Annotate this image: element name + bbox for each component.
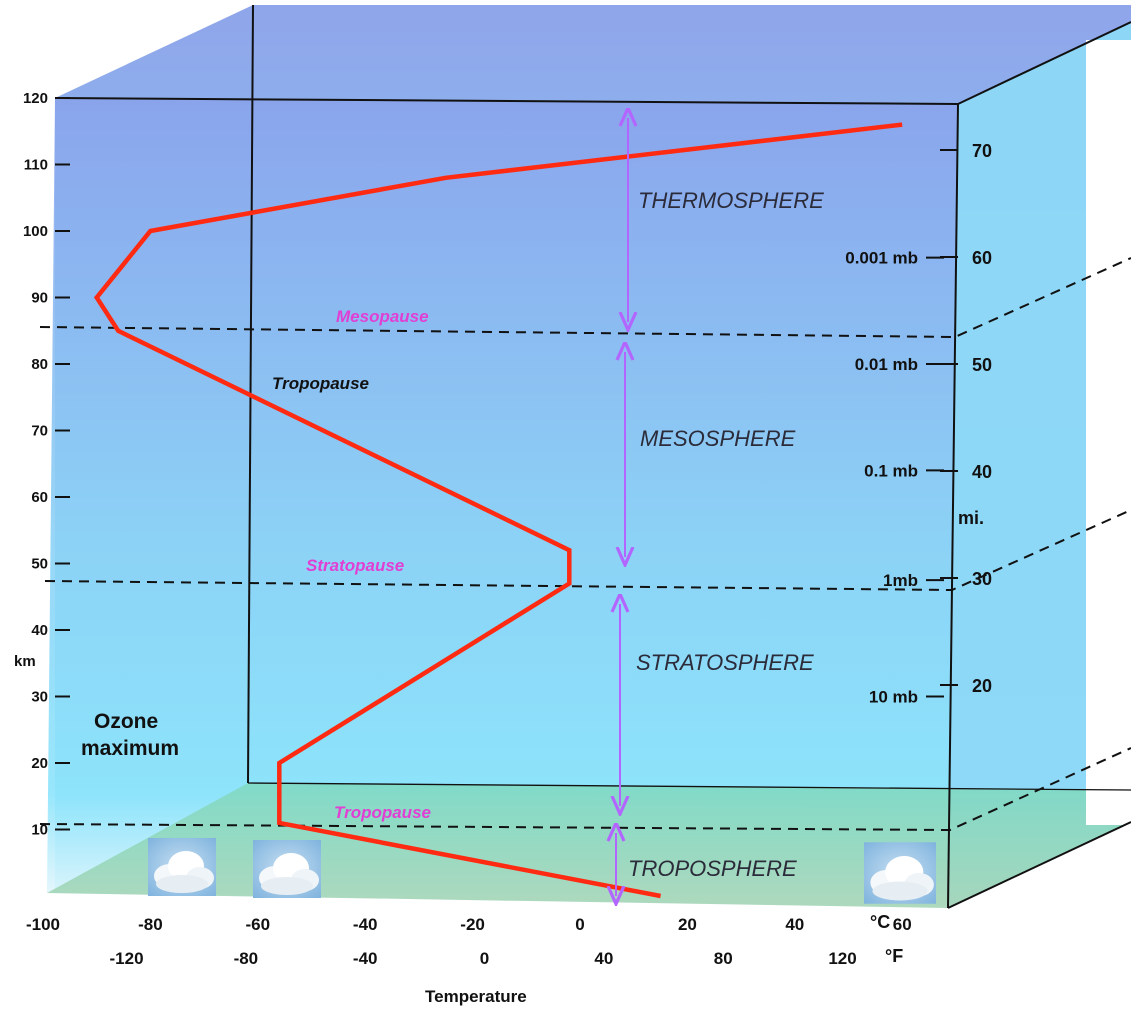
- right-tick-label: 70: [972, 141, 992, 161]
- fahrenheit-tick-label: 40: [594, 949, 613, 968]
- left-tick-label: 60: [31, 489, 48, 506]
- tropopause-black-label: Tropopause: [272, 374, 369, 393]
- right-face: [948, 22, 1131, 908]
- pressure-label: 0.1 mb: [864, 461, 918, 480]
- right-tick-label: 40: [972, 462, 992, 482]
- left-tick-label: 50: [31, 556, 48, 573]
- fahrenheit-tick-label: 0: [480, 949, 489, 968]
- layer-arrows: [616, 118, 628, 896]
- cloud-icon: [148, 838, 216, 896]
- stratopause-line: [44, 509, 1131, 592]
- celsius-tick-label: -20: [460, 915, 485, 934]
- pause-lines: [39, 257, 1131, 832]
- left-tick-label: 80: [31, 356, 48, 373]
- km-unit-label: km: [14, 653, 36, 670]
- layer-stratosphere: STRATOSPHERE: [636, 650, 814, 675]
- left-tick-label: 90: [31, 290, 48, 307]
- tropopause-line: [39, 747, 1131, 832]
- celsius-tick-label: -60: [246, 915, 271, 934]
- right-tick-label: 50: [972, 355, 992, 375]
- mesopause-label: Mesopause: [336, 307, 429, 326]
- left-axis-ticks: 120 110 100 90 80 70 60 50 40 30 20 10: [23, 90, 70, 839]
- fahrenheit-tick-label: -120: [110, 949, 144, 968]
- x-axis-title: Temperature: [425, 987, 527, 1006]
- right-tick-label: 60: [972, 248, 992, 268]
- white-panel: [1086, 40, 1131, 825]
- fahrenheit-unit-label: °F: [885, 946, 903, 966]
- right-tick-label: 20: [972, 676, 992, 696]
- celsius-tick-label: 40: [785, 915, 804, 934]
- cloud-icon: [253, 840, 321, 898]
- celsius-unit-label: °C: [870, 912, 890, 932]
- fahrenheit-tick-label: -40: [353, 949, 378, 968]
- fahrenheit-tick-labels: -120 -80 -40 0 40 80 120: [110, 949, 857, 968]
- mesopause-line: [39, 257, 1131, 339]
- left-tick-label: 100: [23, 223, 48, 240]
- pressure-label: 0.001 mb: [845, 249, 918, 268]
- tropopause-label: Tropopause: [334, 803, 431, 822]
- left-tick-label: 10: [31, 822, 48, 839]
- celsius-tick-labels: -100 -80 -60 -40 -20 0 20 40 60: [26, 915, 912, 934]
- stratopause-label: Stratopause: [306, 556, 404, 575]
- pressure-label: 1mb: [883, 571, 918, 590]
- left-tick-label: 110: [24, 157, 48, 174]
- pressure-label: 0.01 mb: [855, 355, 918, 374]
- celsius-tick-label: 60: [893, 915, 912, 934]
- temperature-profile-line: [93, 122, 903, 899]
- celsius-tick-label: -100: [26, 915, 60, 934]
- left-tick-label: 120: [23, 90, 48, 107]
- front-face: [47, 98, 958, 908]
- pressure-ticks: 0.001 mb 0.01 mb 0.1 mb 1mb 10 mb: [845, 249, 944, 707]
- ozone-label-line2: maximum: [81, 737, 179, 760]
- pressure-label: 10 mb: [869, 688, 918, 707]
- celsius-tick-label: 20: [678, 915, 697, 934]
- ozone-label-line1: Ozone: [94, 710, 158, 733]
- layer-thermosphere: THERMOSPHERE: [638, 188, 824, 213]
- right-axis-ticks: 70 60 50 40 30 20: [940, 141, 992, 696]
- left-tick-label: 70: [31, 423, 48, 440]
- celsius-tick-label: 0: [575, 915, 584, 934]
- left-tick-label: 20: [31, 755, 48, 772]
- celsius-tick-label: -40: [353, 915, 378, 934]
- layer-mesosphere: MESOSPHERE: [640, 426, 796, 451]
- fahrenheit-tick-label: -80: [234, 949, 259, 968]
- celsius-tick-label: -80: [138, 915, 163, 934]
- left-tick-label: 30: [31, 689, 48, 706]
- right-tick-label: 30: [972, 569, 992, 589]
- left-tick-label: 40: [31, 622, 48, 639]
- cloud-icon: [864, 842, 936, 904]
- mi-unit-label: mi.: [958, 508, 984, 528]
- fahrenheit-tick-label: 80: [714, 949, 733, 968]
- fahrenheit-tick-label: 120: [828, 949, 856, 968]
- layer-troposphere: TROPOSPHERE: [628, 856, 797, 881]
